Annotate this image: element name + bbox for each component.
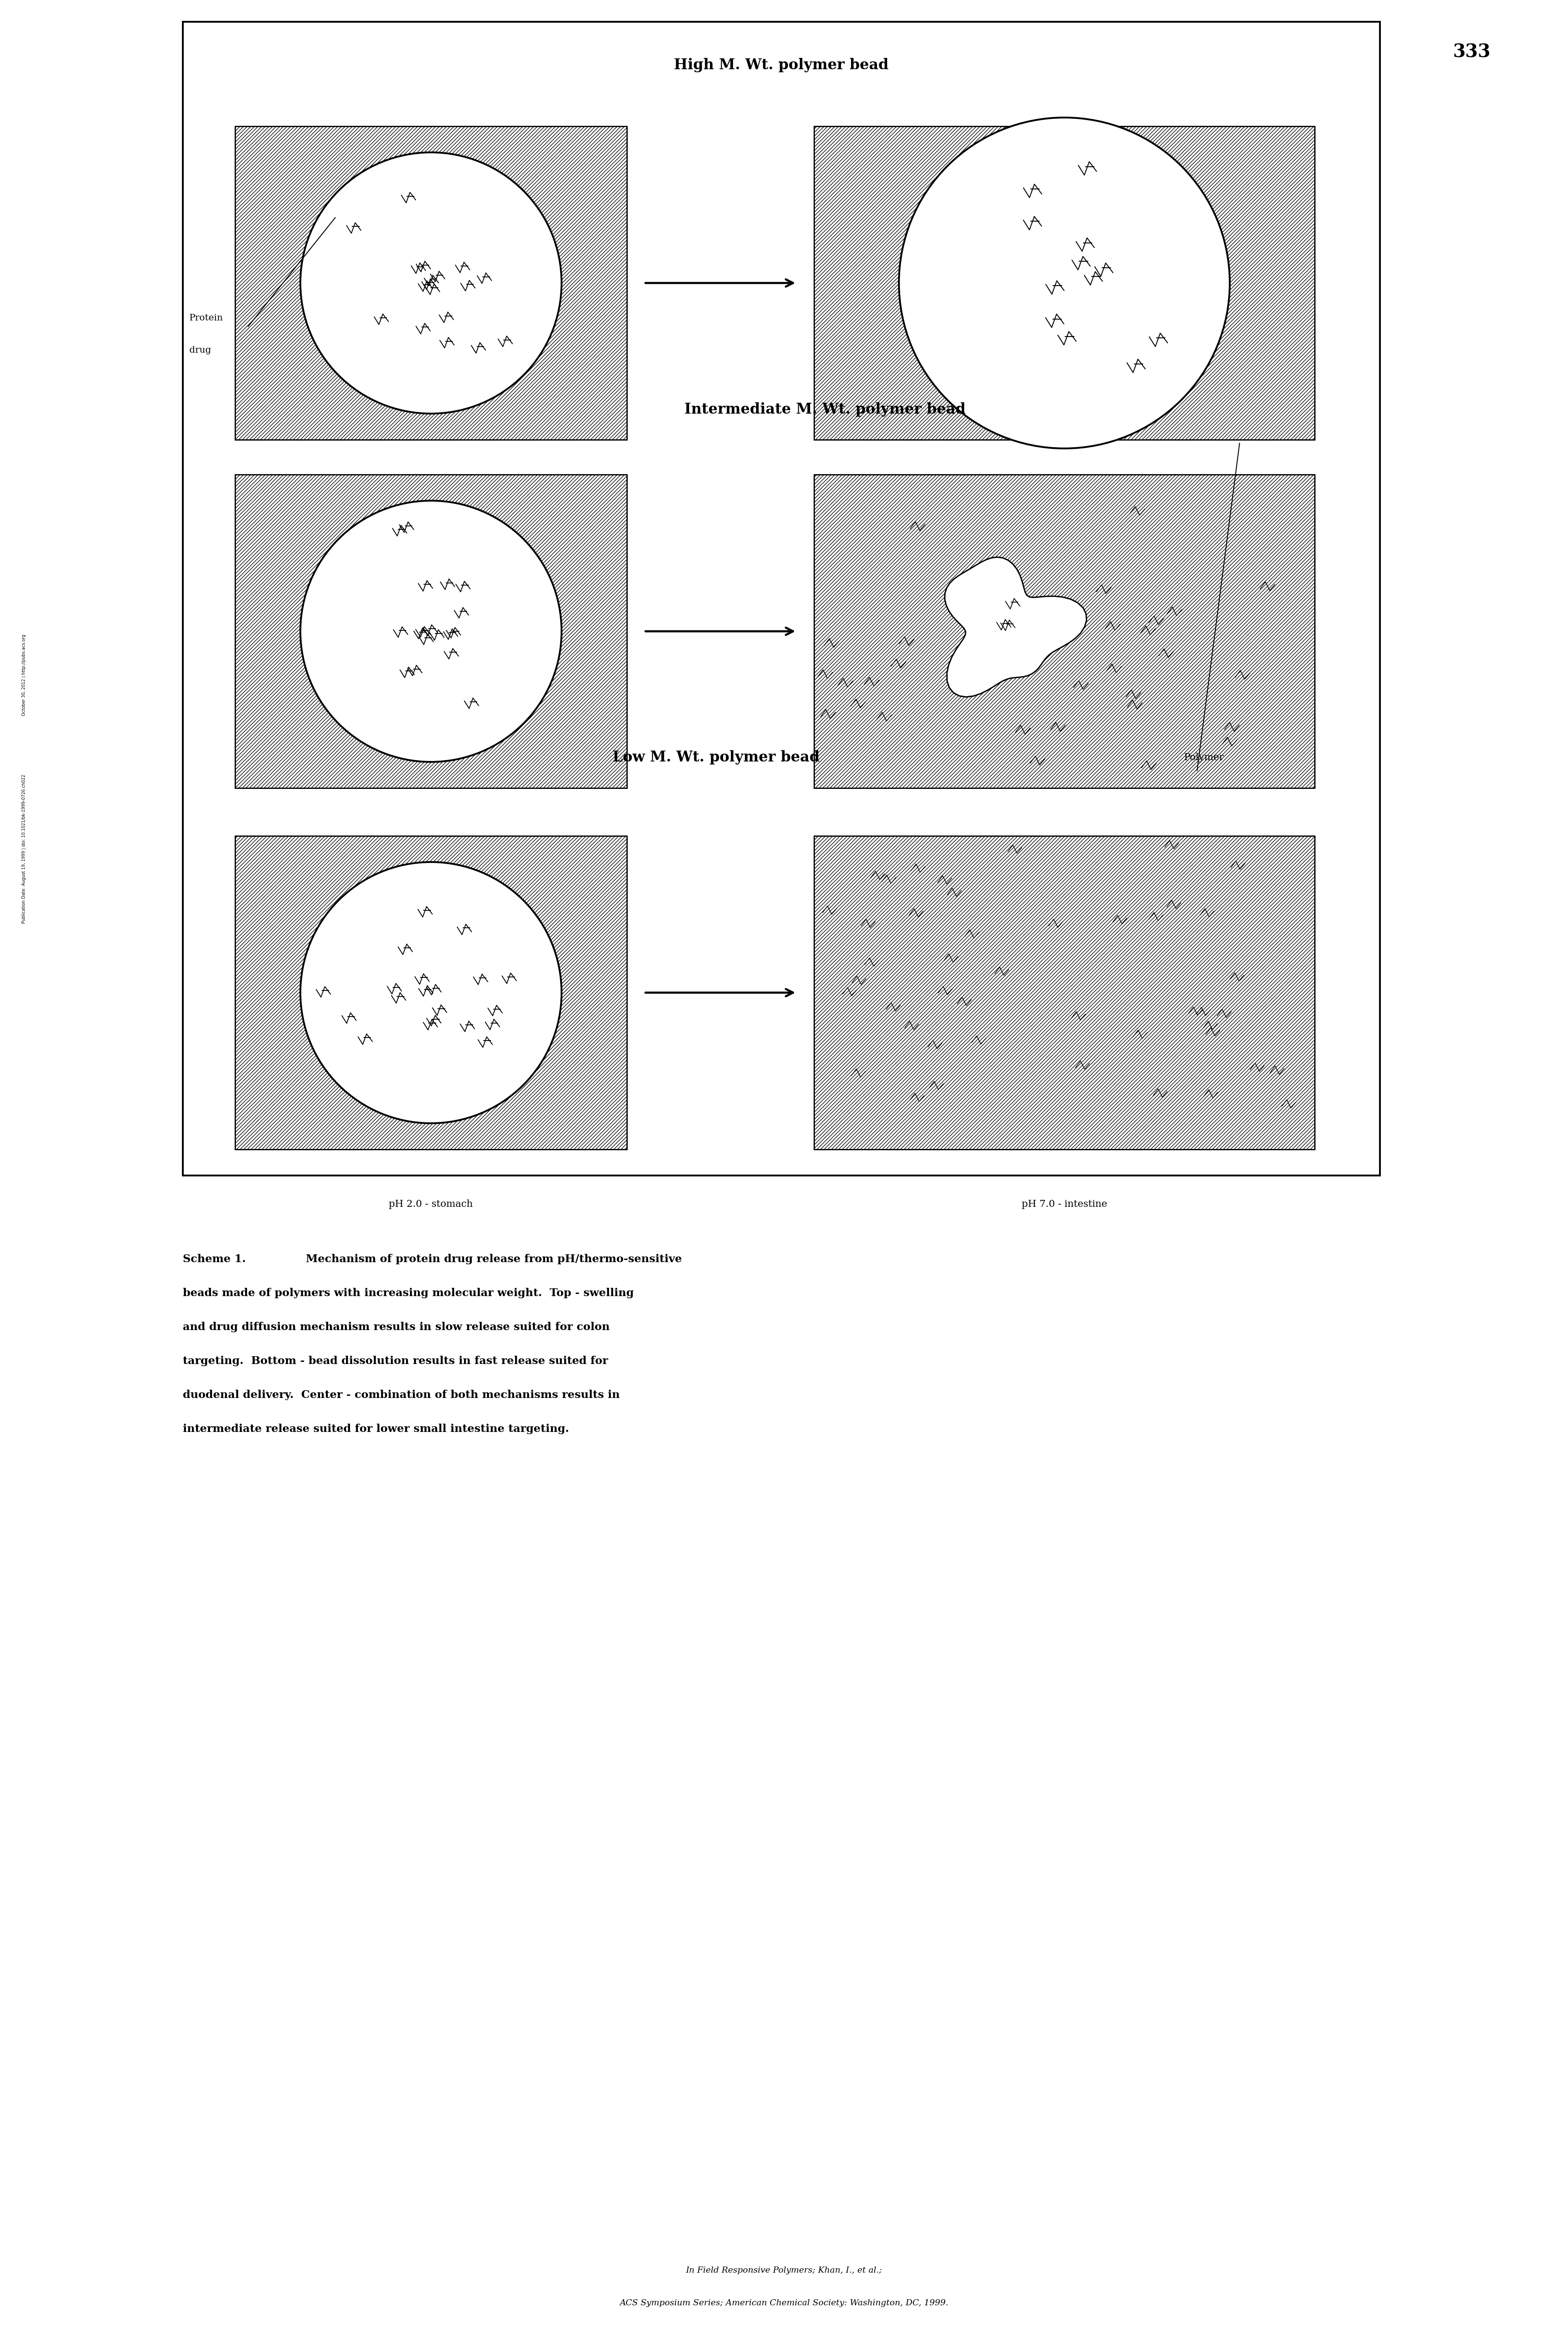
Bar [235,837,627,1150]
Text: drug: drug [190,346,212,355]
Bar [235,127,627,440]
Text: 333: 333 [1452,42,1490,61]
Text: beads made of polymers with increasing molecular weight.  Top - swelling: beads made of polymers with increasing m… [183,1288,633,1298]
Text: ACS Symposium Series; American Chemical Society: Washington, DC, 1999.: ACS Symposium Series; American Chemical … [619,2299,949,2306]
Text: Mechanism of protein drug release from pH/thermo-sensitive: Mechanism of protein drug release from p… [298,1253,682,1265]
Text: pH 2.0 - stomach: pH 2.0 - stomach [389,1199,474,1208]
Text: duodenal delivery.  Center - combination of both mechanisms results in: duodenal delivery. Center - combination … [183,1389,619,1401]
Bar [814,475,1314,788]
Circle shape [898,118,1229,449]
Text: and drug diffusion mechanism results in slow release suited for colon: and drug diffusion mechanism results in … [183,1321,610,1333]
Bar [814,837,1314,1150]
Circle shape [301,153,561,414]
Circle shape [301,501,561,762]
Bar [235,475,627,788]
Bar [814,127,1314,440]
Bar [814,837,1314,1150]
Text: Scheme 1.: Scheme 1. [183,1253,246,1265]
Circle shape [301,863,561,1124]
Bar [235,127,627,440]
Text: Polymer: Polymer [1184,752,1225,762]
Text: pH 7.0 - intestine: pH 7.0 - intestine [1022,1199,1107,1208]
Bar [235,837,627,1150]
Text: targeting.  Bottom - bead dissolution results in fast release suited for: targeting. Bottom - bead dissolution res… [183,1357,608,1366]
Text: intermediate release suited for lower small intestine targeting.: intermediate release suited for lower sm… [183,1425,569,1434]
Bar [235,475,627,788]
Text: Low M. Wt. polymer bead: Low M. Wt. polymer bead [613,750,820,764]
Text: October 30, 2012 | http://pubs.acs.org: October 30, 2012 | http://pubs.acs.org [22,635,27,715]
Text: In Field Responsive Polymers; Khan, I., et al.;: In Field Responsive Polymers; Khan, I., … [685,2266,883,2273]
Text: Publication Date: August 19, 1999 | doi: 10.1021/bk-1999-0726.ch022: Publication Date: August 19, 1999 | doi:… [22,773,27,924]
Text: High M. Wt. polymer bead: High M. Wt. polymer bead [674,59,889,73]
Text: Protein: Protein [190,313,223,322]
Bar [183,21,1380,1176]
Polygon shape [946,557,1087,696]
Text: Intermediate M. Wt. polymer bead: Intermediate M. Wt. polymer bead [684,402,966,416]
Bar [814,127,1314,440]
Bar [814,475,1314,788]
